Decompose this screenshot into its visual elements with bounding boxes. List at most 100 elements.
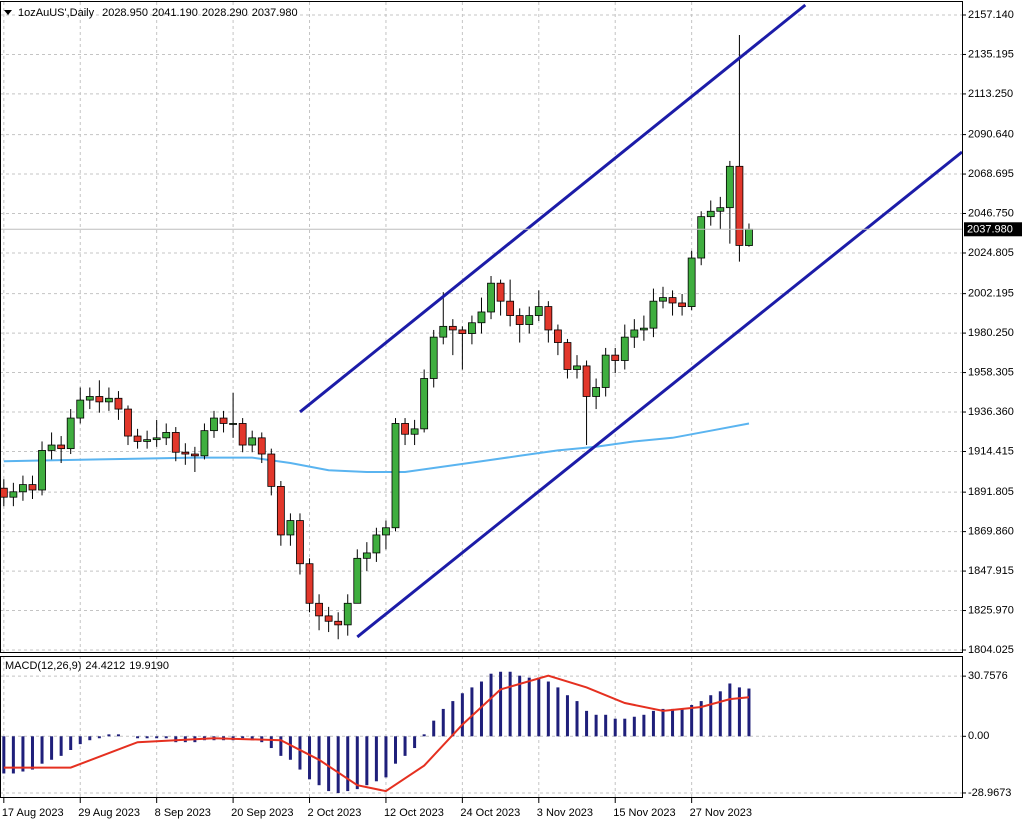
- y-tick-label: 2046.750: [968, 207, 1014, 219]
- macd-bar: [50, 736, 54, 760]
- y-tick-label: 2024.805: [968, 247, 1014, 259]
- macd-bar: [623, 718, 627, 737]
- macd-bar: [737, 687, 741, 737]
- macd-bar: [2, 736, 6, 774]
- macd-bar: [527, 677, 531, 737]
- macd-bar: [11, 736, 15, 774]
- macd-bar: [241, 736, 245, 739]
- macd-bar: [604, 714, 608, 737]
- candle-body: [554, 329, 562, 343]
- macd-bar: [78, 736, 82, 745]
- signal-value: 19.9190: [129, 660, 169, 672]
- macd-bar: [546, 681, 550, 737]
- ohlc-value: 2037.980: [252, 7, 298, 19]
- x-tick-label: 15 Nov 2023: [613, 807, 675, 819]
- macd-bar: [508, 671, 512, 737]
- macd-bar: [155, 736, 159, 739]
- macd-bar: [164, 736, 168, 739]
- candle-body: [420, 378, 429, 430]
- macd-bar: [432, 720, 436, 737]
- macd-bar: [69, 736, 73, 750]
- candle-body: [745, 228, 753, 246]
- candle-body: [620, 336, 629, 361]
- macd-bar: [575, 701, 579, 737]
- y-tick-label: 2135.195: [968, 48, 1014, 60]
- macd-bar: [384, 736, 388, 778]
- macd-bar: [116, 734, 120, 737]
- candle-body: [362, 552, 371, 559]
- candle-body: [525, 315, 534, 325]
- candle-body: [563, 342, 572, 370]
- candle-body: [687, 257, 696, 307]
- candle-body: [28, 484, 37, 491]
- macd-bar: [594, 714, 598, 737]
- macd-bar: [671, 708, 675, 737]
- candle-body: [257, 437, 266, 455]
- y-tick-label: 1847.915: [968, 565, 1014, 577]
- candle-body: [544, 306, 553, 331]
- macd-bar: [336, 736, 340, 794]
- ohlc-value: 2028.950: [102, 7, 148, 19]
- y-tick-label: 2157.140: [968, 9, 1014, 21]
- candle-body: [248, 437, 257, 446]
- macd-bar: [250, 736, 254, 741]
- signal-line: [3, 674, 750, 793]
- candle-body: [649, 300, 658, 329]
- candle-body: [487, 282, 495, 313]
- macd-bar: [107, 734, 111, 737]
- macd-bar: [718, 691, 722, 737]
- macd-bar: [393, 736, 397, 764]
- macd-bar: [174, 736, 178, 743]
- marks-layer: [0, 3, 963, 794]
- x-tick-label: 29 Aug 2023: [78, 807, 140, 819]
- candle-body: [143, 439, 152, 442]
- candle-body: [611, 354, 620, 361]
- candle-body: [401, 423, 409, 435]
- macd-bar: [632, 716, 636, 737]
- y-tick-label: 30.7576: [968, 670, 1008, 682]
- candle-body: [200, 430, 209, 457]
- macd-bar: [451, 701, 455, 737]
- candle-body: [582, 365, 591, 397]
- last-price-box: [964, 222, 1022, 237]
- candle-body: [601, 354, 610, 388]
- macd-bar: [489, 673, 493, 737]
- macd-bar: [613, 718, 617, 737]
- y-tick-label: 1914.415: [968, 445, 1014, 457]
- macd-bar: [288, 736, 292, 760]
- candle-body: [305, 563, 314, 604]
- menu-arrow[interactable]: [4, 10, 12, 15]
- macd-bar: [365, 736, 369, 786]
- candle-body: [296, 520, 304, 565]
- macd-bar: [690, 705, 694, 737]
- macd-bar: [40, 736, 44, 764]
- macd-bar: [747, 688, 751, 737]
- candle-body: [9, 491, 18, 498]
- candle-body: [210, 417, 218, 432]
- candle-body: [171, 432, 180, 453]
- axis-layer: 2157.140 2135.195 2113.250 2090.640 2068.695…: [2, 9, 1022, 819]
- candle-body: [573, 365, 581, 370]
- channel-line: [299, 3, 807, 414]
- candle-body: [343, 602, 352, 626]
- y-tick-label: -28.9673: [968, 787, 1011, 799]
- y-tick-label: 2002.195: [968, 288, 1014, 300]
- candle-body: [735, 165, 744, 246]
- macd-bar: [269, 736, 273, 749]
- macd-bar: [661, 708, 665, 737]
- macd-bar: [374, 736, 378, 782]
- macd-bar: [518, 675, 522, 737]
- candle-body: [219, 417, 228, 424]
- y-tick-label: 1958.305: [968, 366, 1014, 378]
- macd-bar: [651, 710, 655, 737]
- chart-header: 1ozAuUS',Daily 2028.950 2041.190 2028.290 20…: [18, 7, 298, 19]
- macd-bar: [479, 681, 483, 737]
- macd-bar: [88, 736, 92, 741]
- candle-body: [678, 302, 686, 307]
- candle-body: [162, 432, 171, 439]
- macd-bar: [680, 708, 684, 737]
- candle-body: [114, 397, 123, 410]
- macd-panel-frame: [0, 656, 963, 798]
- candle-body: [429, 336, 438, 379]
- macd-bar: [422, 734, 426, 737]
